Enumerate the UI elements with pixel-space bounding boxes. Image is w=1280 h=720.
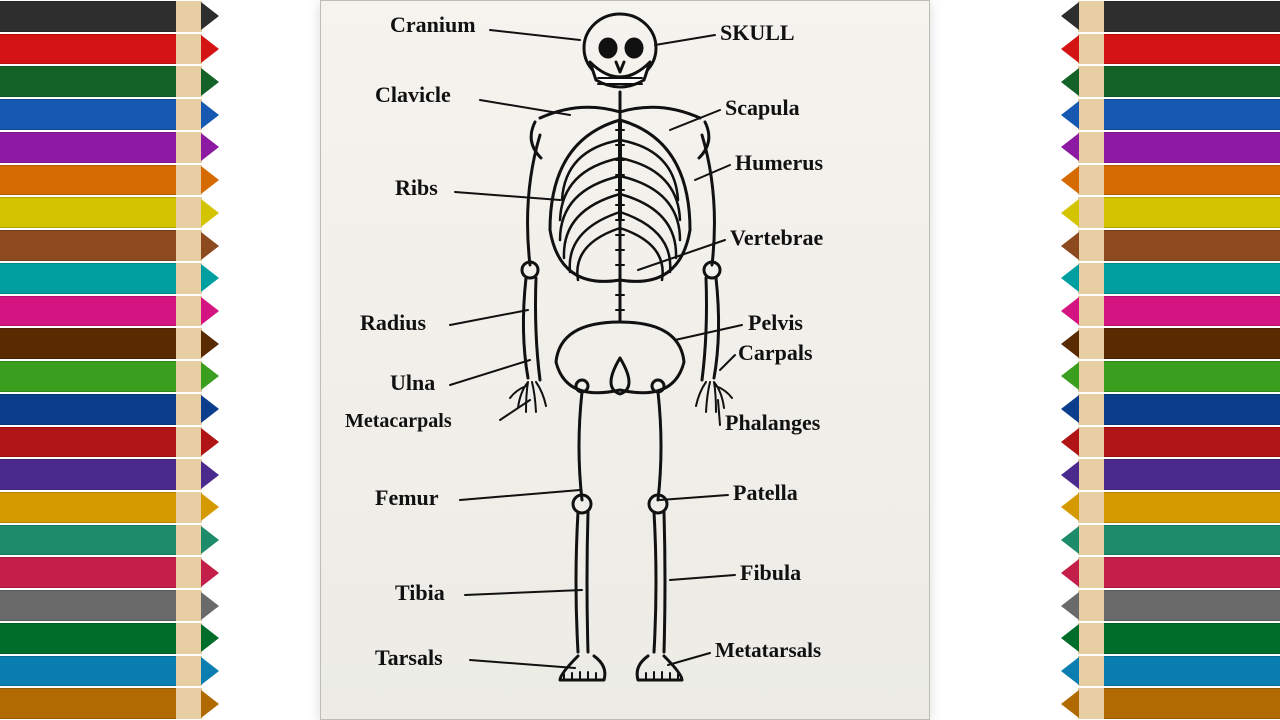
pencil-icon <box>0 623 210 654</box>
pencil-icon <box>1070 230 1280 261</box>
pencil-icon <box>1070 623 1280 654</box>
pencil-icon <box>1070 656 1280 687</box>
pencil-icon <box>0 557 210 588</box>
pencil-icon <box>1070 1 1280 32</box>
pencil-icon <box>0 165 210 196</box>
skeleton-drawing <box>320 0 930 720</box>
pencil-icon <box>1070 34 1280 65</box>
bone-label: SKULL <box>720 20 795 46</box>
pencil-icon <box>0 263 210 294</box>
pencil-icon <box>1070 296 1280 327</box>
bone-label: Clavicle <box>375 82 451 108</box>
pencil-icon <box>0 328 210 359</box>
bone-label: Carpals <box>738 340 813 366</box>
pencil-icon <box>0 590 210 621</box>
bone-label: Femur <box>375 485 439 511</box>
pencil-icon <box>1070 263 1280 294</box>
bone-label: Ulna <box>390 370 435 396</box>
bone-label: Vertebrae <box>730 225 823 251</box>
pencil-icon <box>0 656 210 687</box>
bone-label: Cranium <box>390 12 476 38</box>
pencil-icon <box>0 132 210 163</box>
pencil-icon <box>1070 197 1280 228</box>
pencil-icon <box>0 361 210 392</box>
pencil-icon <box>1070 427 1280 458</box>
bone-label: Phalanges <box>725 410 820 436</box>
pencil-icon <box>0 525 210 556</box>
bone-label: Scapula <box>725 95 800 121</box>
pencil-icon <box>0 427 210 458</box>
pencil-icon <box>0 34 210 65</box>
bone-label: Patella <box>733 480 798 506</box>
pencil-icon <box>1070 492 1280 523</box>
pencil-column-right <box>1070 0 1280 720</box>
pencil-icon <box>0 197 210 228</box>
pencil-icon <box>1070 688 1280 719</box>
pencil-icon <box>1070 99 1280 130</box>
pencil-icon <box>0 1 210 32</box>
pencil-icon <box>1070 557 1280 588</box>
bone-label: Pelvis <box>748 310 803 336</box>
stage: Cranium SKULL Clavicle Scapula Humerus Ribs Ve… <box>0 0 1280 720</box>
bone-label: Tibia <box>395 580 445 606</box>
pencil-icon <box>0 230 210 261</box>
pencil-icon <box>0 394 210 425</box>
bone-label: Ribs <box>395 175 438 201</box>
bone-label: Humerus <box>735 150 823 176</box>
pencil-column-left <box>0 0 210 720</box>
bone-label: Tarsals <box>375 645 443 671</box>
bone-label: Metacarpals <box>345 410 452 433</box>
pencil-icon <box>1070 361 1280 392</box>
pencil-icon <box>1070 525 1280 556</box>
pencil-icon <box>0 688 210 719</box>
pencil-icon <box>1070 590 1280 621</box>
pencil-icon <box>1070 132 1280 163</box>
diagram-paper: Cranium SKULL Clavicle Scapula Humerus Ribs Ve… <box>320 0 930 720</box>
pencil-icon <box>0 296 210 327</box>
pencil-icon <box>0 99 210 130</box>
pencil-icon <box>1070 165 1280 196</box>
pencil-icon <box>1070 459 1280 490</box>
bone-label: Metatarsals <box>715 638 821 663</box>
pencil-icon <box>1070 328 1280 359</box>
pencil-icon <box>0 492 210 523</box>
bone-label: Radius <box>360 310 426 336</box>
pencil-icon <box>0 459 210 490</box>
pencil-icon <box>1070 394 1280 425</box>
pencil-icon <box>0 66 210 97</box>
pencil-icon <box>1070 66 1280 97</box>
bone-label: Fibula <box>740 560 801 586</box>
